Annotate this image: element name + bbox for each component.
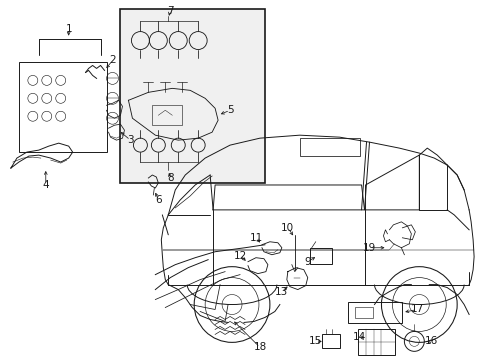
Text: 5: 5 xyxy=(226,105,233,115)
Bar xyxy=(120,9,264,183)
Bar xyxy=(347,302,402,323)
Text: 10: 10 xyxy=(281,223,294,233)
Bar xyxy=(299,138,359,156)
Text: 6: 6 xyxy=(155,195,162,205)
Text: 1: 1 xyxy=(65,24,72,33)
Bar xyxy=(152,105,182,125)
Text: 2: 2 xyxy=(109,55,116,66)
Bar xyxy=(309,248,331,264)
Text: 14: 14 xyxy=(352,332,366,342)
Text: 4: 4 xyxy=(42,180,49,190)
Bar xyxy=(357,329,395,355)
Text: 19: 19 xyxy=(362,243,375,253)
Text: 7: 7 xyxy=(166,6,173,15)
Text: 11: 11 xyxy=(249,233,262,243)
Bar xyxy=(321,334,339,348)
Text: 16: 16 xyxy=(424,336,437,346)
Bar xyxy=(19,62,106,152)
Text: 18: 18 xyxy=(253,342,266,352)
Text: 3: 3 xyxy=(127,135,134,145)
Bar xyxy=(354,306,372,319)
Text: 15: 15 xyxy=(308,336,322,346)
Text: 13: 13 xyxy=(275,287,288,297)
Text: 8: 8 xyxy=(166,173,173,183)
Text: 9: 9 xyxy=(304,257,310,267)
Text: 17: 17 xyxy=(410,305,423,315)
Text: 12: 12 xyxy=(233,251,246,261)
